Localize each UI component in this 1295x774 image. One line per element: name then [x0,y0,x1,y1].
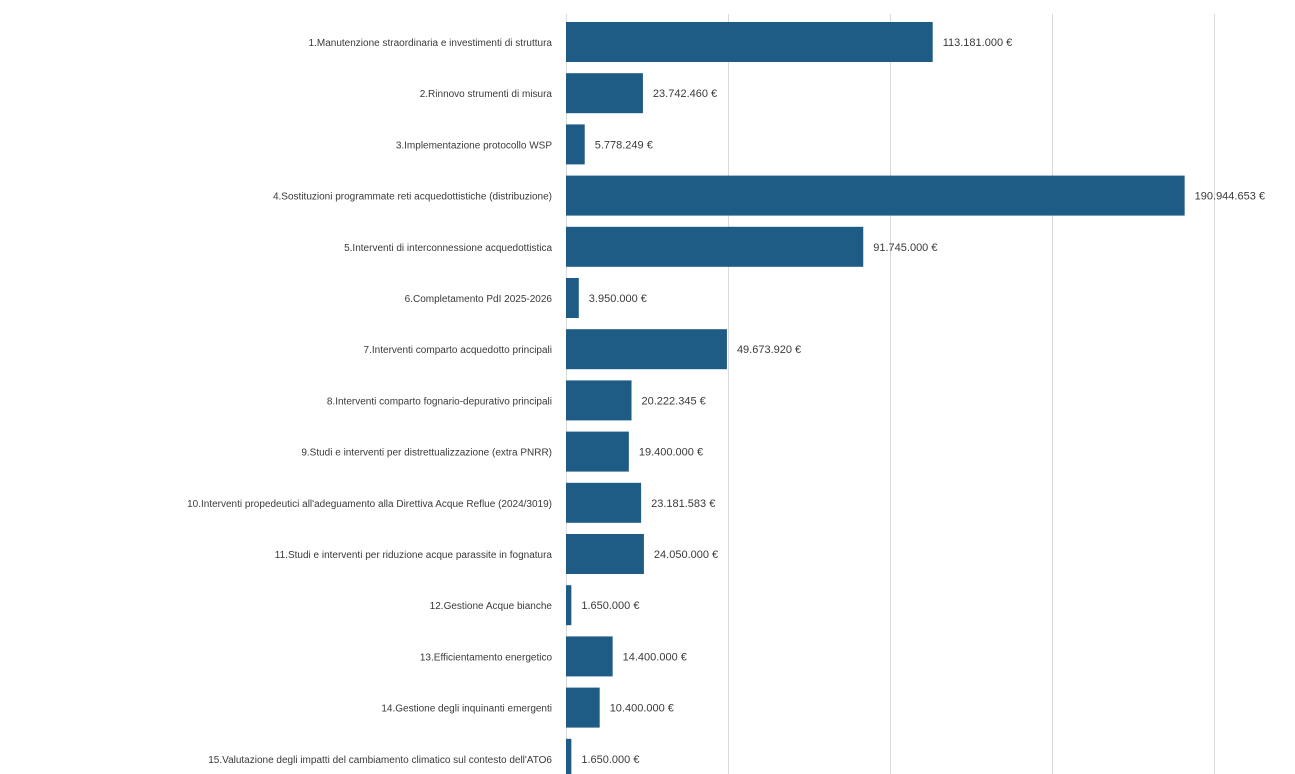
value-label-7: 49.673.920 € [737,344,801,356]
category-label-5: 5.Interventi di interconnessione acquedo… [344,243,552,254]
category-label-14: 14.Gestione degli inquinanti emergenti [381,704,552,715]
bar-9 [566,431,629,472]
bar-1 [566,22,933,62]
bar-14 [566,687,600,728]
category-label-3: 3.Implementazione protocollo WSP [396,140,553,151]
value-label-14: 10.400.000 € [610,703,674,715]
value-label-3: 5.778.249 € [595,139,653,151]
category-label-9: 9.Studi e interventi per distrettualizza… [301,448,552,459]
bar-4 [566,175,1185,216]
bars [566,22,1185,774]
value-labels: 113.181.000 € 23.742.460 € 5.778.249 € 190.… [581,37,1265,766]
bar-7 [566,329,727,370]
value-label-10: 23.181.583 € [651,498,715,510]
category-label-8: 8.Interventi comparto fognario-depurativ… [327,396,552,407]
category-label-4: 4.Sostituzioni programmate reti acquedot… [273,192,552,203]
value-label-5: 91.745.000 € [873,242,937,254]
category-label-13: 13.Efficientamento energetico [420,652,553,663]
value-label-15: 1.650.000 € [581,754,639,766]
bar-6 [566,278,579,318]
category-label-1: 1.Manutenzione straordinaria e investime… [309,38,553,49]
category-label-12: 12.Gestione Acque bianche [430,601,553,612]
category-labels: 1.Manutenzione straordinaria e investime… [187,38,552,766]
category-label-2: 2.Rinnovo strumenti di misura [420,89,553,100]
value-label-8: 20.222.345 € [642,395,706,407]
category-label-15: 15.Valutazione degli impatti del cambiam… [208,755,552,766]
value-label-11: 24.050.000 € [654,549,718,561]
value-label-13: 14.400.000 € [623,651,687,663]
value-label-1: 113.181.000 € [943,37,1013,49]
value-label-9: 19.400.000 € [639,447,703,459]
bar-10 [566,482,642,523]
value-label-12: 1.650.000 € [581,600,639,612]
bar-13 [566,636,613,677]
bar-15 [566,738,572,774]
category-label-10: 10.Interventi propedeutici all'adeguamen… [187,499,552,510]
value-label-2: 23.742.460 € [653,88,717,100]
bar-8 [566,380,632,421]
bar-12 [566,585,572,626]
value-label-4: 190.944.653 € [1195,191,1265,203]
value-label-6: 3.950.000 € [589,293,647,305]
bar-3 [566,124,585,165]
category-label-6: 6.Completamento PdI 2025-2026 [405,294,553,305]
bar-5 [566,226,864,267]
category-label-7: 7.Interventi comparto acquedotto princip… [364,345,552,356]
bar-11 [566,534,644,574]
bar-2 [566,73,643,114]
category-label-11: 11.Studi e interventi per riduzione acqu… [275,550,553,561]
